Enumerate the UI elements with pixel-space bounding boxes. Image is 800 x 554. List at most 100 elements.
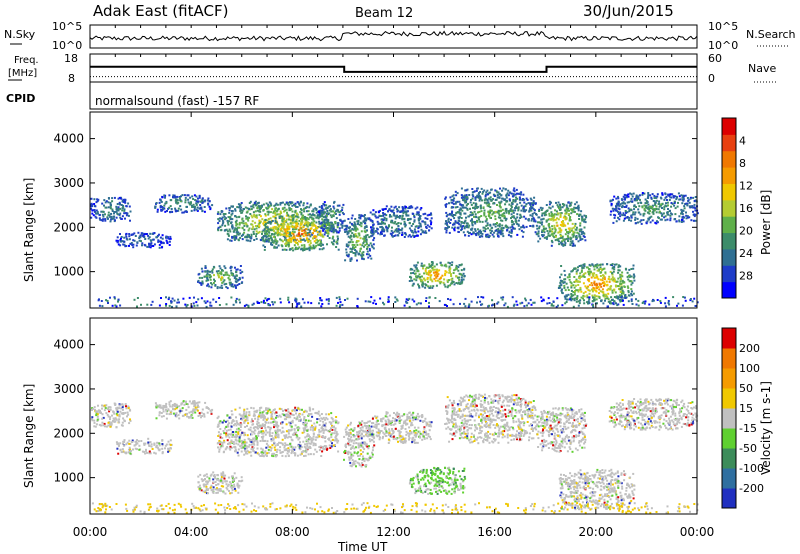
echo-cell xyxy=(234,299,237,302)
echo-cell xyxy=(225,228,228,231)
echo-cell xyxy=(193,209,196,212)
echo-cell xyxy=(164,202,167,205)
echo-cell xyxy=(530,198,533,201)
echo-cell xyxy=(170,447,172,450)
echo-cell xyxy=(500,230,503,233)
echo-cell xyxy=(482,190,485,193)
echo-cell xyxy=(661,214,663,217)
echo-cell xyxy=(317,239,320,242)
echo-cell xyxy=(449,222,452,224)
echo-cell xyxy=(567,236,570,239)
echo-cell xyxy=(195,301,198,304)
echo-cell xyxy=(107,302,109,304)
echo-cell xyxy=(115,210,118,213)
echo-cell xyxy=(584,239,587,242)
echo-cell xyxy=(578,275,581,278)
echo-cell xyxy=(401,206,404,208)
echo-cell xyxy=(267,228,270,231)
echo-cell xyxy=(411,206,414,209)
echo-cell xyxy=(124,403,127,406)
echo-cell xyxy=(290,201,293,204)
echo-cell xyxy=(302,225,305,228)
echo-cell xyxy=(310,216,313,219)
echo-cell xyxy=(119,212,122,215)
echo-cell xyxy=(568,204,571,207)
echo-cell xyxy=(466,222,469,225)
echo-cell xyxy=(630,275,633,278)
echo-cell xyxy=(569,216,572,218)
echo-cell xyxy=(221,219,224,222)
echo-cell xyxy=(466,224,468,227)
echo-cell xyxy=(562,281,565,284)
echo-cell xyxy=(296,304,299,307)
echo-cell xyxy=(599,278,602,281)
echo-cell xyxy=(328,237,331,239)
echo-cell xyxy=(444,222,447,225)
echo-cell xyxy=(415,264,418,267)
echo-cell xyxy=(565,282,568,285)
echo-cell xyxy=(415,279,418,282)
echo-cell xyxy=(354,228,357,231)
echo-cell xyxy=(445,231,448,234)
echo-cell xyxy=(433,268,436,271)
echo-cell xyxy=(512,304,515,307)
echo-cell xyxy=(452,281,455,283)
echo-cell xyxy=(126,238,129,241)
echo-cell xyxy=(223,279,226,282)
echo-cell xyxy=(642,213,645,216)
echo-cell xyxy=(581,217,584,220)
echo-cell xyxy=(125,407,128,410)
echo-cell xyxy=(472,195,475,198)
echo-cell xyxy=(362,220,365,223)
echo-cell xyxy=(372,243,375,246)
echo-cell xyxy=(580,228,583,231)
echo-cell xyxy=(165,296,167,299)
echo-cell xyxy=(245,236,248,239)
echo-cell xyxy=(167,450,170,453)
echo-cell xyxy=(297,222,300,225)
echo-cell xyxy=(598,296,601,299)
echo-cell xyxy=(559,237,562,240)
echo-cell xyxy=(121,215,124,218)
echo-cell xyxy=(503,304,506,307)
echo-cell xyxy=(234,285,237,288)
echo-cell xyxy=(248,207,250,210)
echo-cell xyxy=(667,193,670,196)
echo-cell xyxy=(476,301,478,304)
echo-cell xyxy=(466,230,469,233)
echo-cell xyxy=(557,304,559,307)
echo-cell xyxy=(625,211,627,214)
echo-cell xyxy=(512,215,515,218)
echo-cell xyxy=(430,227,433,230)
echo-cell xyxy=(382,219,385,221)
echo-cell xyxy=(693,297,696,300)
echo-cell xyxy=(162,208,164,210)
echo-cell xyxy=(449,262,451,265)
echo-cell xyxy=(130,441,133,443)
echo-cell xyxy=(335,246,338,248)
echo-cell xyxy=(418,286,421,289)
echo-cell xyxy=(407,299,410,301)
echo-cell xyxy=(217,222,220,225)
echo-cell xyxy=(588,263,591,266)
echo-cell xyxy=(128,238,131,241)
echo-cell xyxy=(550,211,553,214)
echo-cell xyxy=(184,199,187,202)
echo-cell xyxy=(542,298,545,301)
echo-cell xyxy=(310,222,313,225)
echo-cell xyxy=(569,296,572,299)
echo-cell xyxy=(203,300,206,303)
echo-cell xyxy=(103,409,106,412)
echo-cell xyxy=(444,196,447,199)
echo-cell xyxy=(110,421,113,424)
echo-cell xyxy=(382,208,385,211)
echo-cell xyxy=(612,198,614,201)
echo-cell xyxy=(304,222,307,225)
echo-cell xyxy=(323,204,326,207)
echo-cell xyxy=(252,206,255,209)
echo-cell xyxy=(90,409,93,411)
echo-cell xyxy=(504,219,507,222)
echo-cell xyxy=(119,442,122,445)
echo-cell xyxy=(106,407,109,410)
echo-cell xyxy=(460,269,463,272)
